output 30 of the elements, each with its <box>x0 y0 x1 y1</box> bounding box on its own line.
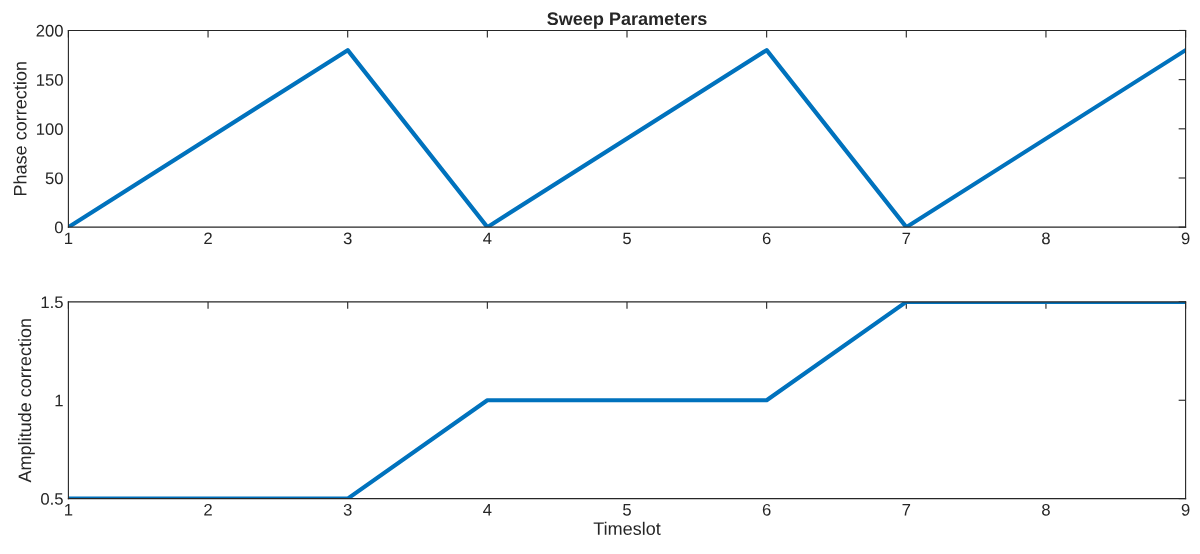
x-axis-title: Timeslot <box>593 521 661 536</box>
y-tick-label: 200 <box>36 24 63 37</box>
y-tick-label: 150 <box>37 74 63 86</box>
y-tick-label: 0 <box>54 221 63 234</box>
x-tick-label: 8 <box>1042 503 1050 516</box>
x-tick-label: 5 <box>623 232 631 245</box>
x-tick-label: 9 <box>1181 232 1190 245</box>
x-tick-label: 2 <box>204 232 212 245</box>
y-tick-label: 50 <box>45 172 63 185</box>
x-tick-label: 6 <box>762 232 771 245</box>
x-tick-label: 4 <box>483 232 492 245</box>
x-tick-label: 8 <box>1042 232 1050 245</box>
chart-title: Sweep Parameters <box>547 12 707 29</box>
x-tick-label: 3 <box>343 503 352 516</box>
x-tick-label: 7 <box>902 232 911 245</box>
y-tick-label: 1.5 <box>41 296 63 309</box>
x-tick-label: 7 <box>902 504 911 516</box>
y-tick-label: 1 <box>55 394 63 407</box>
x-tick-label: 1 <box>65 504 73 516</box>
x-tick-label: 4 <box>483 504 492 516</box>
y-tick-label: 100 <box>37 123 63 136</box>
x-tick-label: 9 <box>1181 503 1190 516</box>
y-axis-title: Phase correction <box>13 62 27 196</box>
x-tick-label: 6 <box>762 503 771 516</box>
x-tick-label: 1 <box>65 232 73 245</box>
y-tick-label: 0.5 <box>41 493 63 505</box>
x-tick-label: 5 <box>623 504 631 516</box>
x-tick-label: 3 <box>343 232 352 245</box>
x-tick-label: 2 <box>204 503 212 516</box>
y-axis-title: Amplitude correction <box>17 319 35 483</box>
